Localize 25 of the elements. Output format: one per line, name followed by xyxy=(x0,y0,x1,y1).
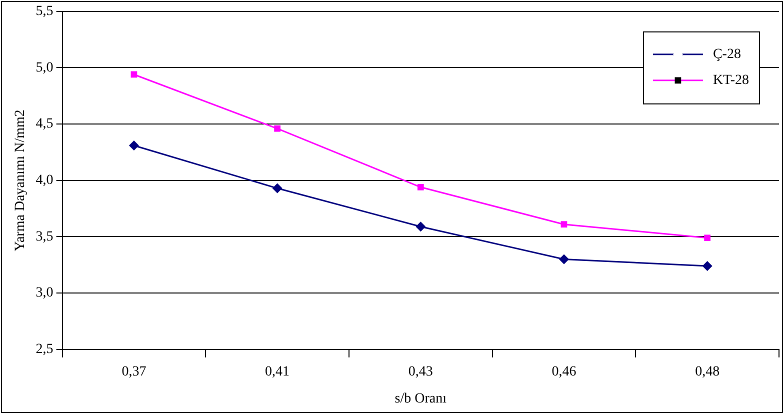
point xyxy=(558,254,569,264)
y-tick-label: 5,0 xyxy=(36,60,54,76)
y-axis-title: Yarma Dayanımı N/mm2 xyxy=(13,110,28,252)
point xyxy=(417,184,424,190)
x-axis-title: s/b Oranı xyxy=(394,391,447,406)
y-tick-label: 2,5 xyxy=(36,342,54,358)
point xyxy=(416,222,426,232)
point xyxy=(702,261,712,272)
point xyxy=(274,125,280,132)
y-tick-label: 3,5 xyxy=(36,229,54,244)
x-tick-label: 0,37 xyxy=(122,364,146,380)
point xyxy=(272,183,282,194)
legend-label: KT-28 xyxy=(712,73,750,88)
legend-label: Ç-28 xyxy=(712,47,741,62)
y-tick-label: 5,5 xyxy=(36,4,54,20)
x-tick-label: 0,41 xyxy=(265,364,290,380)
point xyxy=(704,234,711,242)
x-tick-label: 0,46 xyxy=(552,364,576,380)
point xyxy=(560,221,568,228)
point xyxy=(128,140,139,150)
y-tick-label: 3,0 xyxy=(36,286,54,301)
y-tick-label: 4,5 xyxy=(36,116,54,132)
y-tick-label: 4,0 xyxy=(36,173,54,188)
x-tick-label: 0,48 xyxy=(695,364,720,380)
x-tick-label: 0,43 xyxy=(408,364,433,380)
